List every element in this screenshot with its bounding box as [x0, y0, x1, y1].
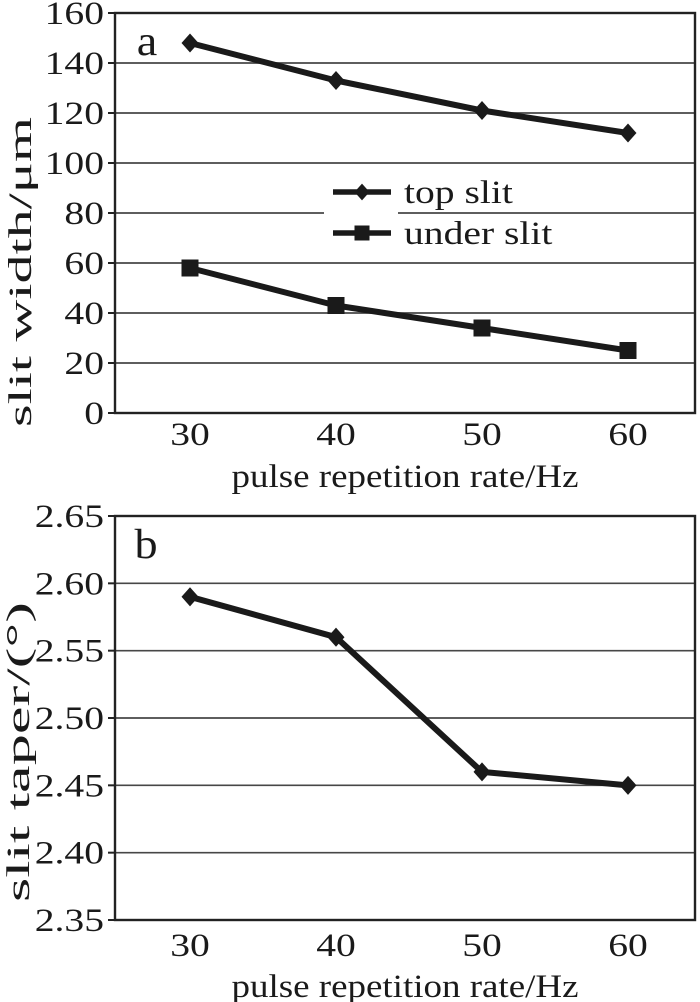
- series-line-top-slit: [187, 40, 631, 136]
- y-tick-label: 60: [64, 245, 104, 281]
- x-tick-label: 60: [608, 416, 648, 452]
- y-tick-label: 20: [64, 345, 104, 381]
- x-tick-label: 40: [316, 927, 356, 963]
- data-point-top-slit: [619, 123, 637, 143]
- data-point-slit-taper: [181, 587, 199, 607]
- y-tick-label: 2.50: [35, 700, 104, 736]
- data-point-slit-taper: [327, 627, 345, 647]
- legend-marker: [354, 225, 370, 241]
- x-axis-title: pulse repetition rate/Hz: [232, 969, 579, 1002]
- data-point-top-slit: [327, 70, 345, 91]
- y-tick-label: 2.65: [35, 500, 104, 534]
- y-tick-label: 2.35: [35, 902, 104, 938]
- legend-marker: [354, 183, 370, 201]
- y-axis-title: slit taper/(°): [1, 602, 37, 902]
- chart-a-canvas: top slit under slit 0 20 40 60 80 100 120 140 160 3…: [3, 0, 697, 495]
- x-tick-label: 30: [170, 416, 210, 452]
- y-tick-label: 100: [45, 145, 104, 181]
- x-tick-label: 60: [608, 927, 648, 963]
- y-axis-title: slit width/μm: [3, 116, 39, 427]
- panel-letter: a: [137, 18, 158, 65]
- x-tick-label: 30: [170, 927, 210, 963]
- legend-label: top slit: [404, 174, 513, 210]
- legend-label: under slit: [404, 215, 552, 251]
- panel-letter: b: [134, 521, 157, 568]
- data-point-under-slit: [619, 342, 637, 359]
- y-tick-label: 120: [45, 95, 104, 131]
- data-point-top-slit: [473, 100, 491, 121]
- y-tick-label: 160: [45, 0, 104, 31]
- data-point-slit-taper: [473, 762, 491, 782]
- x-tick-label: 50: [462, 416, 502, 452]
- y-tick-label: 140: [45, 45, 104, 81]
- chart-panel-b: 2.35 2.40 2.45 2.50 2.55 2.60 2.65 30 40 50 60 puls…: [0, 500, 700, 1002]
- x-tick-label: 40: [316, 416, 356, 452]
- data-point-under-slit: [473, 319, 491, 337]
- chart-panel-a: top slit under slit 0 20 40 60 80 100 120 140 160 3…: [0, 0, 700, 500]
- y-tick-label: 2.40: [35, 835, 104, 871]
- series-line-under-slit: [187, 265, 631, 354]
- x-tick-label: 50: [462, 927, 502, 963]
- y-tick-label: 40: [64, 295, 104, 331]
- y-tick-label: 2.60: [35, 565, 104, 601]
- y-tick-label: 80: [64, 195, 104, 231]
- y-tick-label: 2.55: [35, 633, 104, 669]
- data-point-under-slit: [327, 297, 345, 314]
- y-tick-label: 0: [84, 395, 104, 431]
- data-point-slit-taper: [619, 775, 637, 795]
- data-point-top-slit: [181, 33, 199, 53]
- series-line-slit-taper: [187, 593, 631, 789]
- data-point-under-slit: [181, 259, 199, 277]
- chart-b-canvas: 2.35 2.40 2.45 2.50 2.55 2.60 2.65 30 40 50 60 puls…: [1, 500, 697, 1002]
- x-axis-title: pulse repetition rate/Hz: [232, 459, 579, 495]
- y-tick-label: 2.45: [35, 767, 104, 803]
